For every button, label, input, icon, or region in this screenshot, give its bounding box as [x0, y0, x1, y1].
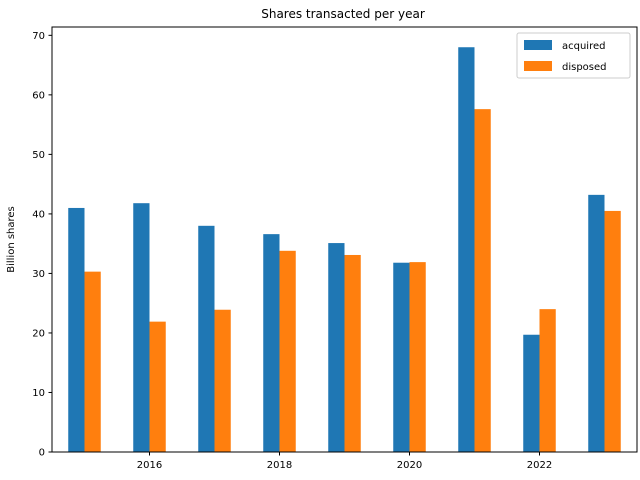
bar-disposed-2023 — [604, 210, 621, 452]
bar-disposed-2017 — [214, 309, 231, 452]
chart-title: Shares transacted per year — [261, 7, 425, 21]
bar-acquired-2017 — [198, 225, 215, 452]
legend-swatch-acquired — [524, 40, 552, 50]
y-tick-label: 20 — [32, 328, 45, 339]
y-tick-label: 70 — [32, 31, 45, 42]
legend-label-acquired: acquired — [562, 41, 605, 52]
bar-disposed-2019 — [344, 254, 361, 452]
bar-disposed-2020 — [409, 262, 426, 452]
y-tick-label: 40 — [32, 209, 45, 220]
y-tick-label: 10 — [32, 388, 45, 399]
bars-group — [68, 47, 621, 453]
y-tick-label: 60 — [32, 90, 45, 101]
bar-disposed-2015 — [84, 271, 101, 452]
legend-swatch-disposed — [524, 61, 552, 71]
x-tick-label: 2016 — [137, 460, 162, 471]
bar-disposed-2016 — [149, 321, 166, 452]
bar-acquired-2020 — [393, 262, 410, 452]
y-axis: 0 10 20 30 40 50 60 70 — [32, 31, 52, 459]
bar-acquired-2016 — [133, 203, 150, 452]
plot-frame — [51, 26, 638, 453]
bar-acquired-2023 — [588, 194, 605, 452]
bar-disposed-2018 — [279, 250, 296, 452]
bar-acquired-2018 — [263, 234, 280, 452]
x-tick-label: 2018 — [267, 460, 292, 471]
x-tick-label: 2022 — [527, 460, 552, 471]
y-tick-label: 50 — [32, 150, 45, 161]
legend-label-disposed: disposed — [562, 62, 607, 73]
bar-acquired-2021 — [458, 47, 475, 452]
bar-acquired-2022 — [523, 334, 540, 452]
y-tick-label: 0 — [39, 448, 45, 459]
bar-disposed-2022 — [539, 309, 556, 452]
y-tick-label: 30 — [32, 269, 45, 280]
legend: acquired disposed — [516, 32, 631, 79]
bar-disposed-2021 — [474, 109, 491, 453]
x-axis: 2016 2018 2020 2022 — [137, 452, 552, 471]
bar-acquired-2015 — [68, 207, 85, 452]
y-axis-label: Billion shares — [6, 206, 17, 273]
x-tick-label: 2020 — [397, 460, 422, 471]
bar-acquired-2019 — [328, 243, 345, 452]
